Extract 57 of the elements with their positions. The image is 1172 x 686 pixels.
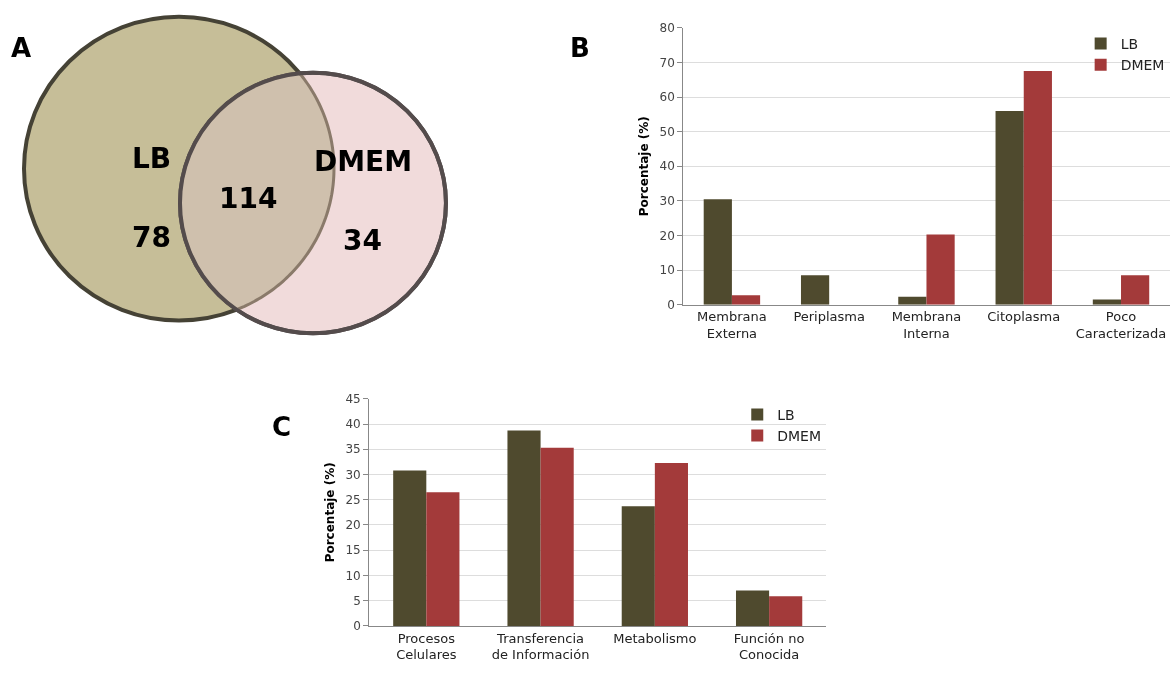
x-tick-label: Citoplasma — [987, 309, 1061, 325]
y-tick-label: 35 — [345, 442, 361, 457]
bar — [995, 110, 1024, 305]
bar — [703, 199, 732, 305]
x-tick-label: Periplasma — [793, 309, 865, 325]
y-tick-label: 40 — [659, 159, 675, 174]
bar — [926, 234, 955, 305]
y-tick-label: 60 — [659, 90, 675, 105]
category-label: LB — [132, 142, 172, 175]
bar — [800, 275, 830, 305]
y-tick-label: 25 — [345, 492, 361, 507]
y-tick-label: 50 — [659, 124, 675, 139]
data-label: 78 — [132, 221, 171, 254]
y-tick-label: 45 — [345, 391, 361, 406]
y-axis-title: Porcentaje (%) — [636, 116, 651, 217]
bar — [1023, 71, 1052, 305]
legend-label: LB — [1120, 35, 1139, 52]
y-tick-label: 20 — [345, 518, 361, 533]
bar — [393, 470, 427, 626]
legend-label: DMEM — [1120, 57, 1165, 74]
x-tick-label: Membrana Interna — [891, 309, 962, 342]
x-tick-label: Procesos Celulares — [396, 630, 457, 663]
bar — [507, 430, 541, 626]
y-tick-label: 0 — [353, 619, 361, 634]
y-tick-label: 30 — [659, 194, 675, 209]
x-tick-label: Membrana Externa — [697, 309, 767, 342]
legend-label: LB — [777, 406, 795, 423]
y-tick-label: 30 — [345, 467, 361, 482]
text: 114 — [219, 182, 278, 215]
y-tick-label: 80 — [659, 21, 675, 36]
bar — [654, 462, 688, 626]
y-tick-label: 70 — [659, 55, 675, 70]
bar — [735, 590, 770, 626]
text: C — [272, 412, 292, 442]
y-tick-label: 10 — [659, 263, 675, 278]
bar — [1121, 275, 1150, 305]
y-axis-title: Porcentaje (%) — [322, 462, 337, 563]
y-tick-label: 20 — [659, 228, 675, 243]
legend-label: DMEM — [777, 428, 822, 445]
y-tick-label: 10 — [345, 568, 361, 583]
category-label: DMEM — [314, 145, 413, 178]
y-tick-label: 5 — [353, 593, 361, 608]
x-tick-label: Función no Conocida — [733, 630, 805, 663]
x-tick-label: Metabolismo — [613, 630, 697, 646]
bar — [769, 596, 803, 626]
y-tick-label: 40 — [345, 417, 361, 432]
text: A — [11, 33, 32, 63]
y-tick-label: 15 — [345, 543, 361, 558]
y-tick-label: 0 — [667, 297, 675, 312]
x-tick-label: Poco Caracterizada — [1075, 309, 1167, 342]
bar — [621, 506, 655, 626]
x-tick-label: Transferencia de Información — [491, 630, 590, 663]
data-label: 34 — [343, 224, 382, 257]
bar — [426, 492, 460, 626]
bar — [540, 447, 574, 626]
bar — [731, 295, 761, 305]
chart-title: B — [570, 33, 590, 63]
